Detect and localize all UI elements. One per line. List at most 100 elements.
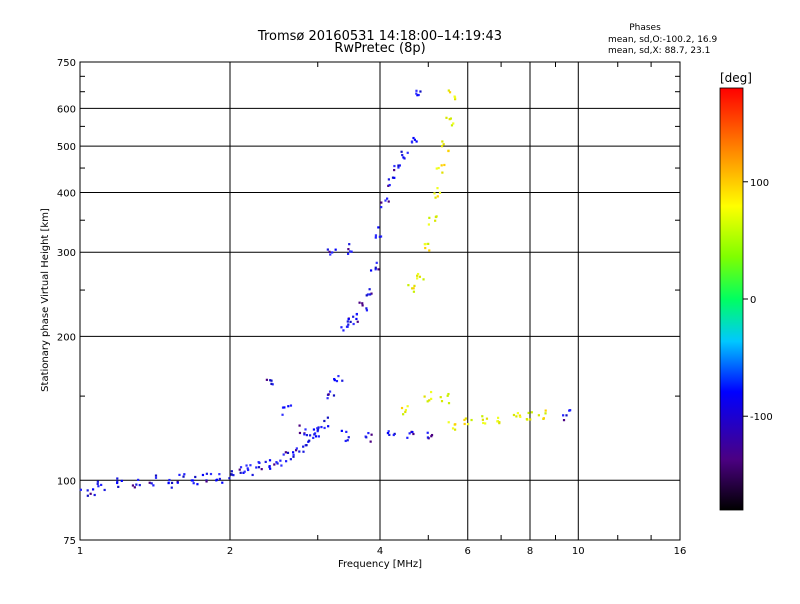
x-mode-point bbox=[525, 418, 528, 421]
x-mode-point bbox=[441, 171, 444, 174]
o-mode-point bbox=[317, 435, 320, 438]
o-mode-point bbox=[178, 473, 181, 477]
x-mode-point bbox=[484, 422, 487, 425]
x-mode-point bbox=[481, 418, 484, 421]
x-mode-point bbox=[422, 278, 425, 281]
o-mode-point bbox=[152, 484, 155, 487]
grid-lines bbox=[80, 62, 680, 540]
o-mode-point bbox=[348, 250, 352, 253]
colorbar bbox=[719, 87, 744, 511]
o-mode-point bbox=[328, 250, 331, 253]
o-mode-point bbox=[352, 315, 355, 318]
data-points bbox=[79, 89, 572, 497]
o-mode-point bbox=[397, 164, 400, 167]
o-mode-point bbox=[91, 488, 95, 491]
o-mode-point bbox=[245, 464, 248, 467]
o-mode-point bbox=[138, 483, 141, 487]
x-tick-label: 1 bbox=[77, 546, 83, 557]
o-mode-point bbox=[86, 494, 89, 497]
x-mode-point bbox=[529, 418, 532, 421]
o-mode-point bbox=[150, 482, 153, 485]
o-mode-point bbox=[340, 326, 343, 329]
o-mode-point bbox=[349, 320, 352, 323]
x-mode-point bbox=[448, 91, 452, 94]
phases-x-stats: mean, sd,X: 88.7, 23.1 bbox=[608, 46, 710, 56]
o-mode-point bbox=[379, 235, 383, 238]
x-tick-label: 10 bbox=[572, 546, 585, 557]
o-mode-point bbox=[346, 252, 350, 255]
o-mode-point bbox=[294, 449, 298, 452]
x-mode-point bbox=[433, 192, 436, 195]
o-mode-point bbox=[388, 433, 391, 436]
o-mode-point bbox=[416, 94, 419, 97]
o-mode-point bbox=[387, 178, 390, 181]
o-mode-point bbox=[401, 153, 404, 157]
x-mode-point bbox=[537, 414, 540, 417]
x-mode-point bbox=[423, 243, 426, 246]
o-mode-point bbox=[377, 268, 380, 271]
o-mode-point bbox=[194, 475, 197, 479]
o-mode-point bbox=[358, 301, 361, 304]
x-tick-label: 6 bbox=[465, 546, 471, 557]
x-mode-point bbox=[435, 167, 438, 170]
o-mode-point bbox=[275, 461, 278, 464]
o-mode-point bbox=[415, 89, 418, 92]
o-mode-point bbox=[384, 199, 387, 202]
o-mode-point bbox=[137, 478, 140, 482]
x-tick-label: 16 bbox=[674, 546, 687, 557]
x-axis-label: Frequency [MHz] bbox=[338, 559, 422, 570]
chart-title: Tromsø 20160531 14:18:00–14:19:43 bbox=[257, 29, 502, 44]
y-tick-label: 400 bbox=[57, 188, 76, 199]
o-mode-point bbox=[415, 92, 418, 95]
x-mode-point bbox=[467, 423, 470, 426]
o-mode-point bbox=[303, 433, 306, 436]
x-mode-point bbox=[427, 242, 430, 245]
o-mode-point bbox=[264, 460, 267, 464]
x-mode-point bbox=[515, 415, 518, 418]
phases-o-stats: mean, sd,O:-100.2, 16.9 bbox=[608, 35, 718, 45]
o-mode-point bbox=[426, 431, 429, 434]
o-mode-point bbox=[120, 479, 123, 482]
o-mode-point bbox=[426, 436, 430, 439]
o-mode-point bbox=[361, 304, 364, 307]
x-tick-label: 8 bbox=[527, 546, 533, 557]
o-mode-point bbox=[268, 465, 271, 468]
x-mode-point bbox=[428, 216, 431, 219]
x-mode-point bbox=[544, 409, 547, 412]
o-mode-point bbox=[393, 432, 396, 435]
o-mode-point bbox=[201, 473, 205, 477]
o-mode-point bbox=[369, 293, 372, 296]
o-mode-point bbox=[292, 453, 295, 456]
o-mode-point bbox=[238, 468, 241, 471]
o-mode-point bbox=[291, 451, 295, 454]
o-mode-point bbox=[412, 432, 415, 436]
y-tick-label: 75 bbox=[63, 536, 76, 547]
o-mode-point bbox=[298, 431, 302, 435]
o-mode-point bbox=[103, 488, 106, 492]
o-mode-point bbox=[345, 325, 349, 328]
x-axis-ticks: 1 2 4 6 8 10 16 bbox=[77, 62, 687, 557]
o-mode-point bbox=[328, 390, 332, 393]
o-mode-point bbox=[270, 379, 273, 382]
o-mode-point bbox=[304, 428, 307, 431]
o-mode-point bbox=[413, 138, 416, 141]
o-mode-point bbox=[430, 435, 433, 438]
o-mode-point bbox=[170, 481, 174, 485]
x-mode-point bbox=[447, 402, 451, 405]
o-mode-point bbox=[406, 151, 409, 154]
x-mode-point bbox=[440, 145, 444, 148]
o-mode-point bbox=[369, 440, 372, 443]
o-mode-point bbox=[370, 433, 373, 436]
x-mode-point bbox=[449, 117, 453, 120]
o-mode-point bbox=[230, 473, 233, 476]
x-mode-point bbox=[423, 395, 426, 398]
o-mode-point bbox=[393, 176, 396, 179]
x-mode-point bbox=[413, 284, 416, 287]
y-tick-label: 500 bbox=[57, 142, 76, 153]
colorbar-tick-label: 100 bbox=[750, 178, 769, 189]
o-mode-point bbox=[302, 445, 305, 448]
o-mode-point bbox=[167, 481, 170, 484]
o-mode-point bbox=[221, 481, 224, 484]
x-mode-point bbox=[527, 411, 530, 415]
o-mode-point bbox=[100, 483, 103, 487]
